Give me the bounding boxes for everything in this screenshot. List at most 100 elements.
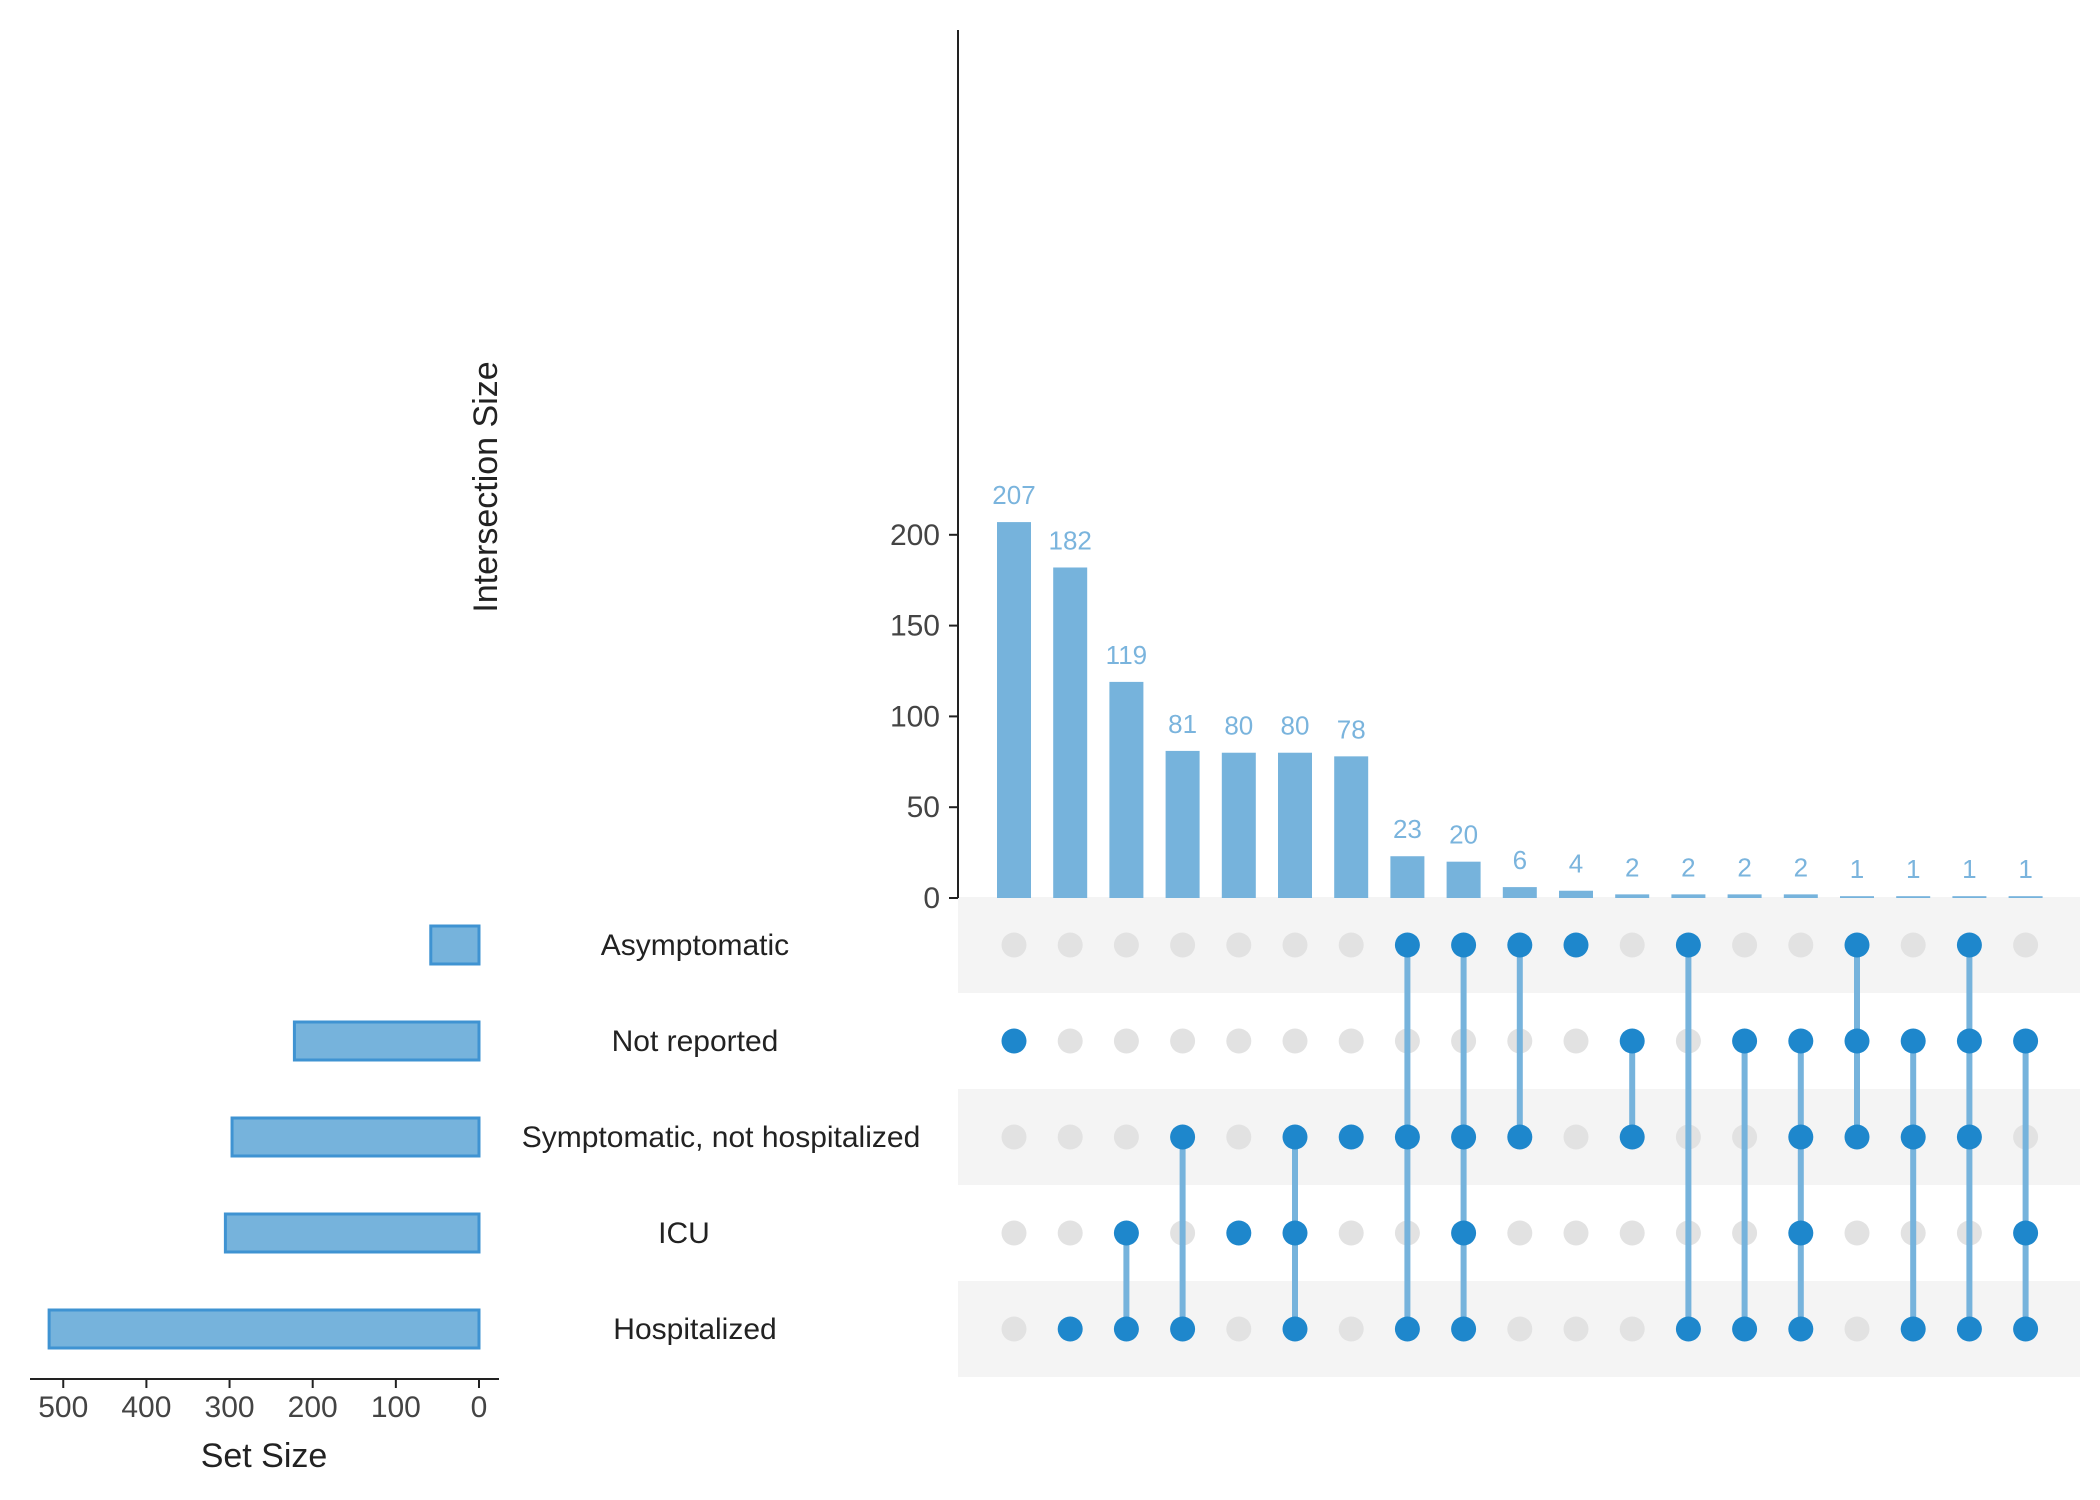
intersection-bar-label: 80: [1224, 711, 1253, 741]
matrix-dot-empty: [1001, 1124, 1027, 1150]
matrix-dot-filled: [1394, 932, 1420, 958]
intersection-bar-label: 4: [1569, 849, 1583, 879]
set-size-axis-tick-label: 100: [371, 1391, 421, 1424]
matrix-dot-filled: [1394, 1124, 1420, 1150]
set-size-axis: 500 400 300 200 100 0: [30, 1378, 499, 1424]
intersection-bar: [1783, 894, 1818, 898]
matrix-dot-filled: [1451, 1316, 1477, 1342]
intersection-bar-labels: 207 182 119 81 80 80 78 23 20 6 4 2 2 2 2 1 1 1 1: [992, 480, 2033, 884]
intersection-bar: [1727, 894, 1762, 898]
matrix-dot-empty: [1113, 1124, 1139, 1150]
set-size-bars: [47, 924, 481, 1350]
matrix-dot-empty: [1282, 1028, 1308, 1054]
intersection-bar: [1840, 896, 1874, 898]
set-size-bar: [292, 1020, 481, 1062]
matrix-dot-filled: [1956, 1316, 1982, 1342]
matrix-dot-empty: [1226, 1028, 1252, 1054]
matrix-dot-filled: [1170, 1316, 1196, 1342]
matrix-dot-filled: [1788, 1316, 1814, 1342]
matrix-dot-empty: [1001, 932, 1027, 958]
matrix-dot-empty: [1338, 932, 1364, 958]
matrix-dot-filled: [1956, 932, 1982, 958]
matrix-dot-filled: [1507, 1124, 1533, 1150]
intersection-bar: [1896, 896, 1931, 898]
intersection-bar: [1446, 861, 1481, 898]
matrix-dot-empty: [1844, 1316, 1870, 1342]
matrix-dot-filled: [1001, 1028, 1027, 1054]
matrix-dot-filled: [1507, 932, 1533, 958]
matrix-dot-filled: [1900, 1028, 1926, 1054]
intersection-bar-label: 1: [1962, 854, 1976, 884]
matrix-dot-filled: [1788, 1028, 1814, 1054]
matrix-dot-empty: [1900, 932, 1926, 958]
matrix-dot-empty: [1170, 1028, 1196, 1054]
set-size-axis-tick-label: 0: [471, 1391, 488, 1424]
matrix-dot-empty: [1282, 932, 1308, 958]
matrix-dot-empty: [1226, 932, 1252, 958]
matrix-dot-empty: [1563, 1220, 1589, 1246]
matrix-dot-empty: [1338, 1028, 1364, 1054]
intersection-axis-tick-label: 0: [923, 882, 940, 915]
intersection-axis-tick-label: 50: [907, 791, 940, 824]
matrix-dot-empty: [1563, 1124, 1589, 1150]
matrix-dot-filled: [1338, 1124, 1364, 1150]
intersection-bar: [1334, 756, 1369, 898]
matrix-dot-filled: [1226, 1220, 1252, 1246]
matrix-dot-empty: [1001, 1316, 1027, 1342]
intersection-bar: [1109, 681, 1144, 898]
intersection-bar-label: 1: [2018, 854, 2032, 884]
matrix-dot-filled: [1451, 932, 1477, 958]
intersection-bar: [997, 522, 1031, 898]
intersection-bar: [1278, 752, 1312, 898]
matrix-dot-filled: [1844, 1124, 1870, 1150]
intersection-size-axis: 0 50 100 150 200: [890, 30, 959, 915]
matrix-dot-filled: [1113, 1316, 1139, 1342]
intersection-bar: [1952, 896, 1987, 898]
matrix-dot-filled: [1675, 932, 1701, 958]
set-size-bar: [429, 924, 481, 966]
matrix-dot-filled: [1451, 1220, 1477, 1246]
intersection-bar: [1559, 890, 1593, 898]
matrix-dot-filled: [1057, 1316, 1083, 1342]
matrix-dot-empty: [1113, 932, 1139, 958]
intersection-axis-tick-label: 100: [890, 700, 940, 733]
set-size-axis-tick-label: 500: [38, 1391, 88, 1424]
matrix-dot-filled: [2013, 1316, 2039, 1342]
intersection-bars: [997, 522, 2043, 898]
set-label: Symptomatic, not hospitalized: [522, 1121, 921, 1154]
matrix-dot-empty: [1788, 932, 1814, 958]
matrix-dot-filled: [1956, 1124, 1982, 1150]
matrix-dot-empty: [1226, 1124, 1252, 1150]
matrix-dot-empty: [1057, 1028, 1083, 1054]
set-size-axis-tick-label: 400: [121, 1391, 171, 1424]
intersection-size-axis-title: Intersection Size: [467, 361, 505, 612]
matrix-dot-filled: [1788, 1124, 1814, 1150]
set-label: Hospitalized: [613, 1313, 776, 1346]
matrix-dot-filled: [1451, 1124, 1477, 1150]
intersection-bar: [1165, 750, 1200, 898]
matrix-dot-filled: [1282, 1316, 1308, 1342]
intersection-bar: [1615, 894, 1650, 898]
intersection-bar-label: 6: [1513, 845, 1527, 875]
matrix-dot-filled: [1732, 1028, 1758, 1054]
set-size-axis-tick-label: 200: [288, 1391, 338, 1424]
intersection-bar: [2008, 896, 2043, 898]
set-size-bar: [47, 1308, 481, 1350]
matrix-dot-empty: [1057, 1220, 1083, 1246]
intersection-bar-label: 81: [1168, 709, 1197, 739]
matrix-dot-filled: [1563, 932, 1589, 958]
intersection-bar: [1053, 567, 1088, 898]
matrix-dot-empty: [1338, 1220, 1364, 1246]
matrix-dot-filled: [2013, 1028, 2039, 1054]
intersection-bar: [1221, 752, 1256, 898]
matrix-dot-empty: [1170, 932, 1196, 958]
matrix-dot-empty: [1507, 1220, 1533, 1246]
set-size-bar: [223, 1212, 481, 1254]
matrix-dot-empty: [1338, 1316, 1364, 1342]
matrix-dot-filled: [1394, 1316, 1420, 1342]
intersection-bar: [1671, 894, 1706, 898]
matrix-dot-empty: [1619, 1220, 1645, 1246]
set-size-axis-title: Set Size: [201, 1437, 328, 1475]
matrix-dot-filled: [1170, 1124, 1196, 1150]
